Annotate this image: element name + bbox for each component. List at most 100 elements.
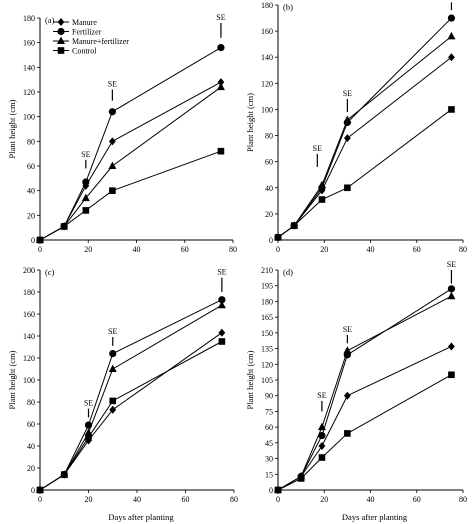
data-point-square <box>85 433 92 441</box>
y-tick-label: 100 <box>23 113 35 122</box>
data-point-triangle <box>216 82 225 91</box>
y-tick-label: 20 <box>27 211 35 220</box>
x-tick-label: 0 <box>276 495 280 504</box>
data-point-square <box>274 234 282 241</box>
x-tick-label: 80 <box>230 495 238 504</box>
series-line <box>39 304 223 491</box>
data-point-square <box>36 236 44 244</box>
y-tick-label: 45 <box>265 439 273 448</box>
legend-label: Fertilizer <box>72 28 102 37</box>
se-label: SE <box>217 268 226 277</box>
x-tick-label: 60 <box>413 495 421 504</box>
y-tick-label: 180 <box>23 288 35 297</box>
data-point-square <box>60 223 68 230</box>
y-tick-label: 80 <box>27 398 35 407</box>
x-tick-label: 20 <box>320 245 328 254</box>
legend-label: Manure+fertilizer <box>72 37 129 46</box>
y-axis-title: Plant height (cm) <box>7 350 17 409</box>
y-tick-label: 0 <box>31 236 35 245</box>
x-tick-label: 20 <box>320 495 328 504</box>
x-tick-label: 0 <box>38 495 42 504</box>
y-tick-label: 15 <box>265 470 273 479</box>
y-axis-title: Plant height (cm) <box>245 350 255 409</box>
y-tick-label: 120 <box>261 360 273 369</box>
y-tick-label: 30 <box>265 455 273 464</box>
data-point-diamond <box>343 391 351 400</box>
data-point-diamond <box>318 442 326 450</box>
data-point-circle <box>447 14 456 22</box>
y-tick-label: 160 <box>261 27 273 36</box>
data-point-square <box>448 371 455 379</box>
data-point-diamond <box>343 134 351 143</box>
data-point-triangle <box>447 291 456 300</box>
data-point-square <box>274 486 282 494</box>
panel-label: (b) <box>283 2 293 12</box>
data-point-circle <box>447 285 456 293</box>
series-fertilizer <box>36 44 225 244</box>
y-tick-label: 80 <box>27 137 35 146</box>
y-tick-label: 150 <box>261 329 273 338</box>
legend-marker-triangle <box>57 36 65 44</box>
series-fertilizer <box>274 285 456 494</box>
y-tick-label: 20 <box>265 210 273 219</box>
se-label: SE <box>313 144 322 153</box>
y-tick-label: 75 <box>265 407 273 416</box>
data-point-diamond <box>108 137 116 146</box>
se-label: SE <box>81 150 90 159</box>
y-tick-label: 180 <box>261 1 273 10</box>
series-manure <box>36 78 225 244</box>
series-fertilizer <box>36 296 226 494</box>
data-point-square <box>318 196 326 203</box>
x-tick-label: 80 <box>459 245 467 254</box>
legend-marker-diamond <box>57 18 65 26</box>
y-tick-label: 140 <box>23 332 35 341</box>
data-point-diamond <box>109 405 117 414</box>
x-tick-label: 40 <box>133 245 141 254</box>
x-tick-label: 20 <box>85 495 93 504</box>
legend-marker-circle <box>57 27 65 36</box>
series-line <box>277 56 452 238</box>
data-point-square <box>217 147 225 155</box>
y-tick-label: 165 <box>261 313 273 322</box>
x-tick-label: 40 <box>367 245 375 254</box>
se-label: SE <box>447 260 456 269</box>
y-tick-label: 40 <box>27 187 35 196</box>
se-label: SE <box>108 80 117 89</box>
panel-label: (c) <box>45 267 55 277</box>
x-tick-label: 0 <box>38 245 42 254</box>
y-tick-label: 180 <box>261 297 273 306</box>
data-point-square <box>109 397 117 405</box>
data-point-triangle <box>447 31 456 40</box>
legend-label: Control <box>72 47 97 56</box>
x-tick-label: 40 <box>133 495 141 504</box>
y-tick-label: 60 <box>27 420 35 429</box>
series-manure <box>274 53 455 242</box>
data-point-triangle <box>317 422 326 431</box>
data-point-circle <box>82 178 90 186</box>
data-point-triangle <box>217 300 226 309</box>
data-point-square <box>297 475 305 482</box>
series-line <box>39 47 222 241</box>
x-tick-label: 80 <box>229 245 237 254</box>
data-point-square <box>290 222 298 229</box>
y-tick-label: 0 <box>269 236 273 245</box>
y-tick-label: 80 <box>265 132 273 141</box>
data-point-triangle <box>108 161 117 169</box>
data-point-circle <box>217 44 225 52</box>
series-control <box>36 338 226 494</box>
y-tick-label: 60 <box>265 158 273 167</box>
x-axis-title: Days after planting <box>108 512 174 522</box>
y-tick-label: 120 <box>23 354 35 363</box>
chart-panel-4: 0 15 30 45 60 75 90 105 120 135 150 165 180 195 210 0 20… <box>245 260 467 522</box>
chart-panel-1: 0 20 40 60 80 100 120 140 160 180 0 20 40 60 80 Plant h… <box>7 13 237 254</box>
y-tick-label: 200 <box>23 266 35 275</box>
y-tick-label: 0 <box>31 486 35 495</box>
series-manure-fertilizer <box>36 82 225 243</box>
series-line <box>277 35 452 238</box>
data-point-square <box>218 338 226 345</box>
data-point-diamond <box>448 342 455 351</box>
chart-panel-2: 0 20 40 60 80 100 120 140 160 180 0 20 40 60 80 Plant h… <box>245 0 467 254</box>
data-point-square <box>318 454 326 461</box>
y-tick-label: 160 <box>23 39 35 48</box>
